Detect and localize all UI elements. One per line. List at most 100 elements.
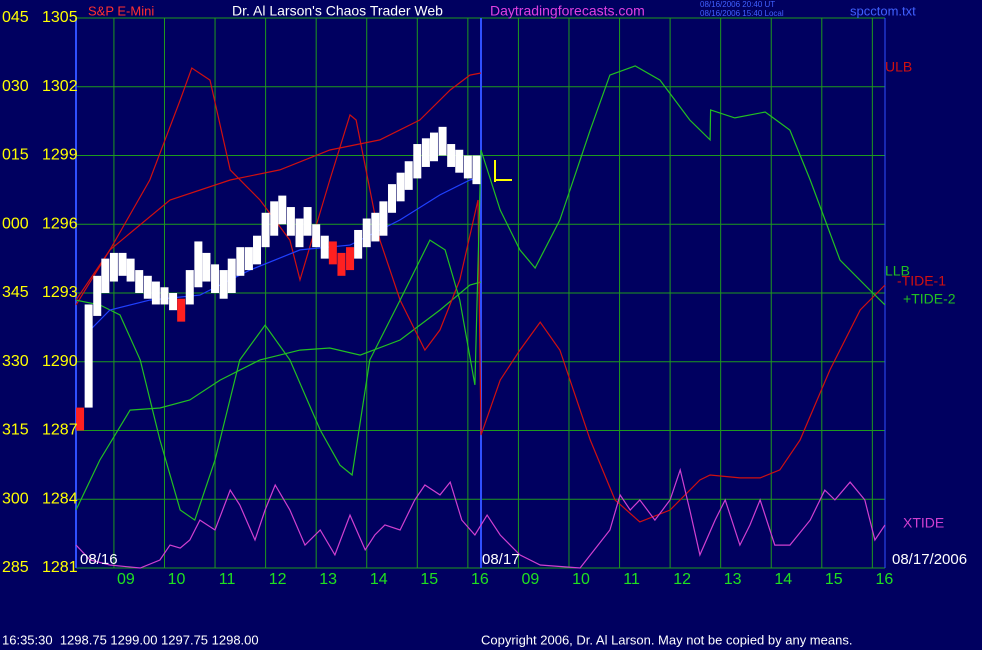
price-bar: [438, 126, 447, 156]
x-tick-label: 11: [219, 571, 236, 588]
y-tick-label: 1284: [42, 490, 78, 507]
x-tick-label: 09: [522, 571, 540, 588]
x-tick-label: 10: [168, 571, 186, 588]
timestamp: 08/16/2006 20:40 UT: [700, 0, 775, 9]
chart-title: Dr. Al Larson's Chaos Trader Web: [232, 3, 443, 19]
price-bar: [194, 241, 203, 288]
y-angle-label: 330: [2, 353, 29, 370]
price-bar: [185, 270, 194, 305]
x-tick-label: 10: [572, 571, 590, 588]
price-bar: [388, 184, 397, 213]
price-bar: [320, 235, 329, 259]
x-tick-label: 09: [117, 571, 135, 588]
price-bar: [151, 281, 160, 305]
x-tick-label: 14: [370, 571, 388, 588]
price-bar: [396, 172, 405, 202]
labels: 285 1281 300 1284 315 1287 330 1290 345 1293 000 12…: [2, 9, 956, 588]
price-bar: [278, 195, 287, 225]
price-bar: [346, 247, 355, 271]
price-bar: [253, 235, 262, 265]
series-line: [75, 65, 886, 522]
y-tick-label: 1281: [42, 559, 78, 576]
y-angle-label: 030: [2, 78, 29, 95]
y-angle-label: 045: [2, 9, 29, 26]
price-bar: [135, 270, 144, 293]
file-name: spcctom.txt: [850, 3, 916, 18]
price-bar: [169, 293, 178, 311]
chart-subtitle: Daytradingforecasts.com: [490, 3, 645, 19]
price-bar: [429, 132, 438, 162]
symbol: S&P E-Mini: [88, 3, 154, 18]
y-tick-label: 1293: [42, 284, 78, 301]
x-tick-label: 13: [724, 571, 742, 588]
cursor-marker: [494, 160, 512, 182]
timestamp: 08/16/2006 15:40 Local: [700, 9, 784, 18]
price-bar: [413, 144, 422, 179]
y-tick-label: 1299: [42, 147, 78, 164]
date-label: 08/16: [80, 551, 118, 568]
price-bar: [455, 149, 464, 173]
y-tick-label: 1296: [42, 215, 78, 232]
copyright: Copyright 2006, Dr. Al Larson. May not b…: [481, 632, 852, 647]
series-label: +TIDE-2: [903, 291, 956, 307]
series-line: [75, 467, 886, 569]
price-bar: [118, 252, 127, 276]
x-tick-label: 13: [319, 571, 337, 588]
series-label: -TIDE-1: [897, 273, 946, 289]
y-tick-label: 1290: [42, 353, 78, 370]
price-bar: [312, 224, 321, 248]
price-bar: [211, 264, 220, 293]
price-bar: [143, 275, 152, 299]
y-tick-label: 1287: [42, 422, 78, 439]
price-bar: [379, 201, 388, 236]
price-bar: [76, 407, 85, 431]
price-bar: [303, 207, 312, 236]
price-bar: [463, 155, 472, 179]
date-label: 08/17: [482, 551, 520, 568]
x-tick-label: 15: [420, 571, 438, 588]
x-tick-label: 16: [875, 571, 893, 588]
price-bar: [93, 275, 102, 316]
y-angle-label: 015: [2, 147, 29, 164]
price-bar: [126, 258, 135, 282]
series-line: [75, 67, 886, 523]
x-tick-label: 16: [471, 571, 489, 588]
price-bar: [337, 252, 346, 276]
price-bar: [270, 201, 279, 236]
price-bar: [354, 229, 363, 259]
price-bar: [286, 207, 295, 236]
x-tick-label: 15: [825, 571, 843, 588]
price-bar: [472, 155, 481, 185]
series-line: [89, 177, 479, 331]
y-angle-label: 315: [2, 422, 29, 439]
series-label: XTIDE: [903, 515, 944, 531]
y-angle-label: 000: [2, 215, 29, 232]
price-bar: [295, 218, 304, 248]
price-bar: [219, 270, 228, 299]
price-bar: [371, 212, 380, 242]
y-tick-label: 1305: [42, 9, 78, 26]
x-tick-label: 11: [623, 571, 640, 588]
price-bar: [101, 258, 110, 293]
date-label: 08/17/2006: [892, 551, 967, 568]
marks: [75, 65, 886, 569]
series-label: ULB: [885, 59, 912, 75]
series-line: [75, 281, 482, 511]
x-tick-label: 14: [774, 571, 792, 588]
status-line: 16:35:30 1298.75 1299.00 1297.75 1298.00: [2, 632, 259, 647]
price-bar: [109, 252, 118, 282]
y-angle-label: 345: [2, 284, 29, 301]
price-bar: [328, 241, 337, 265]
y-angle-label: 300: [2, 490, 29, 507]
series-line: [75, 72, 482, 301]
price-bar: [202, 252, 211, 282]
price-bar: [244, 247, 253, 271]
price-bar: [261, 212, 270, 248]
price-bar: [362, 218, 371, 248]
price-bar: [421, 138, 430, 167]
y-angle-label: 285: [2, 559, 29, 576]
price-bar: [447, 144, 456, 167]
series-label: LLB: [885, 263, 910, 279]
y-tick-label: 1302: [42, 78, 78, 95]
